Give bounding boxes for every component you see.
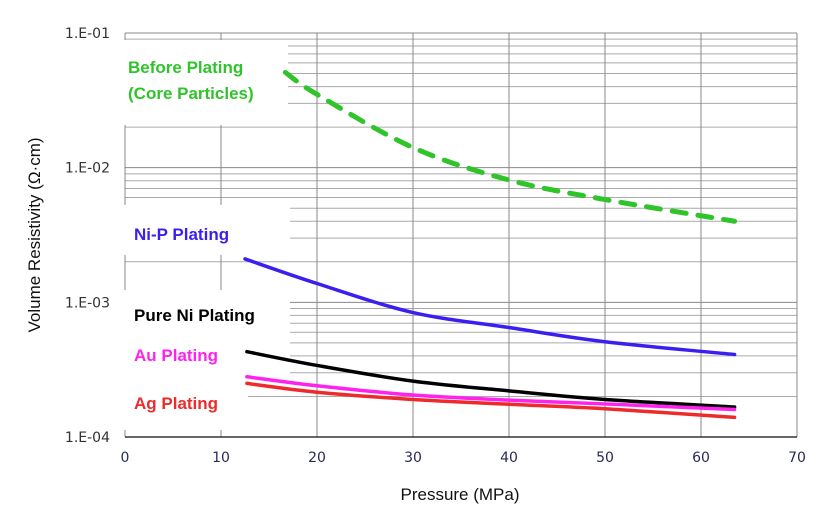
y-tick-label: 1.E-01 bbox=[65, 26, 110, 42]
series-label: Ni-P Plating bbox=[134, 225, 229, 244]
x-axis-label: Pressure (MPa) bbox=[400, 485, 519, 504]
x-tick-label: 60 bbox=[692, 450, 710, 466]
x-tick-label: 10 bbox=[212, 450, 230, 466]
series-label: (Core Particles) bbox=[128, 84, 254, 103]
series-label: Before Plating bbox=[128, 58, 243, 77]
series-line-ni-p-plating bbox=[243, 257, 737, 357]
series-labels bbox=[118, 40, 290, 430]
series-label: Pure Ni Plating bbox=[134, 306, 255, 325]
series-line-au-plating bbox=[245, 375, 737, 412]
ticks: 0 10 20 30 40 50 60 70 1.E-01 1.E-02 1.E-03 1.E-04 bbox=[65, 26, 806, 466]
x-tick-label: 20 bbox=[308, 450, 326, 466]
label-background bbox=[118, 40, 288, 125]
y-tick-label: 1.E-02 bbox=[65, 161, 110, 177]
series-lines bbox=[243, 69, 738, 420]
label-background bbox=[118, 205, 290, 255]
series-line-before-plating-core-particles- bbox=[282, 69, 738, 224]
series-line-ag-plating bbox=[245, 381, 737, 420]
label-background bbox=[118, 290, 290, 390]
label-background bbox=[118, 390, 248, 430]
x-tick-label: 50 bbox=[596, 450, 614, 466]
x-tick-label: 0 bbox=[121, 450, 130, 466]
x-tick-label: 30 bbox=[404, 450, 422, 466]
y-axis-label: Volume Resistivity (Ω·cm) bbox=[25, 137, 44, 332]
y-tick-label: 1.E-03 bbox=[65, 295, 110, 311]
y-tick-label: 1.E-04 bbox=[65, 430, 110, 446]
series-label: Ag Plating bbox=[134, 394, 218, 413]
series-line-pure-ni-plating bbox=[245, 349, 737, 409]
x-tick-label: 70 bbox=[788, 450, 806, 466]
legend-labels: Before Plating (Core Particles) Ni-P Plati… bbox=[128, 58, 255, 413]
series-label: Au Plating bbox=[134, 346, 218, 365]
x-tick-label: 40 bbox=[500, 450, 518, 466]
